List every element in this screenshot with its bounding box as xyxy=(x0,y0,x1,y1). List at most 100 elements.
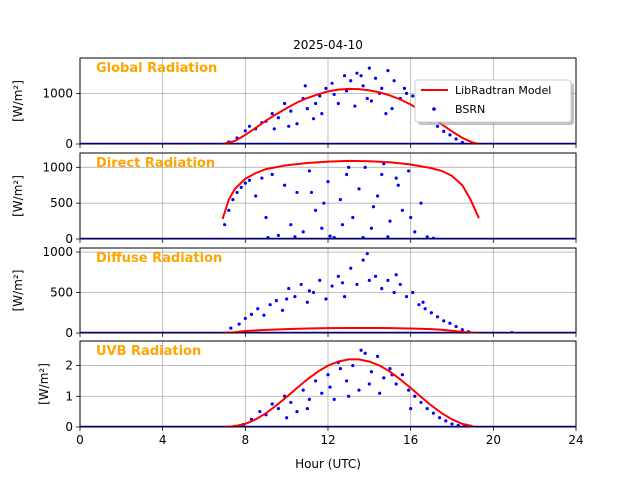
bsrn-point xyxy=(400,373,404,377)
bsrn-point xyxy=(392,290,396,295)
bsrn-point xyxy=(326,180,330,184)
bsrn-point xyxy=(324,297,328,301)
legend-entry-bsrn: BSRN xyxy=(455,103,485,116)
bsrn-point xyxy=(394,176,398,180)
bsrn-point xyxy=(293,294,297,299)
bsrn-point xyxy=(357,187,361,191)
bsrn-point xyxy=(324,86,328,90)
y-axis-label: [W/m²] xyxy=(11,175,25,217)
bsrn-point xyxy=(355,71,359,75)
bsrn-point xyxy=(386,278,390,282)
bsrn-point xyxy=(318,278,322,282)
bsrn-point xyxy=(390,106,394,111)
x-tick-label: 12 xyxy=(320,433,335,447)
bsrn-point xyxy=(363,165,367,169)
bsrn-point xyxy=(380,172,384,177)
legend-bsrn-swatch xyxy=(432,107,436,111)
bsrn-point xyxy=(398,282,402,287)
x-tick-label: 0 xyxy=(76,433,84,447)
bsrn-point xyxy=(299,282,303,287)
bsrn-point xyxy=(305,406,309,411)
bsrn-point xyxy=(280,308,285,312)
bsrn-point xyxy=(330,81,334,85)
bsrn-point xyxy=(351,363,355,368)
bsrn-point xyxy=(510,330,514,333)
bsrn-point xyxy=(363,351,367,355)
bsrn-point xyxy=(287,124,291,128)
bsrn-point xyxy=(359,348,363,352)
bsrn-point xyxy=(355,282,359,287)
bsrn-point xyxy=(289,109,293,113)
bsrn-point xyxy=(320,226,324,230)
bsrn-point xyxy=(237,322,241,326)
y-tick-label: 1000 xyxy=(42,160,73,174)
bsrn-point xyxy=(332,235,336,239)
bsrn-point xyxy=(382,376,386,380)
bsrn-point xyxy=(258,410,262,414)
bsrn-point xyxy=(400,208,404,212)
bsrn-point xyxy=(361,84,365,88)
bsrn-point xyxy=(378,391,382,395)
bsrn-point xyxy=(235,190,239,195)
bsrn-point xyxy=(386,235,390,239)
x-tick-label: 8 xyxy=(242,433,250,447)
bsrn-point xyxy=(223,223,227,227)
bsrn-point xyxy=(227,208,231,212)
bsrn-point xyxy=(231,197,235,202)
bsrn-point xyxy=(243,316,247,321)
bsrn-point xyxy=(307,169,311,173)
bsrn-point xyxy=(392,79,396,83)
y-axis-label: [W/m²] xyxy=(37,363,51,405)
bsrn-point xyxy=(365,252,369,256)
bsrn-point xyxy=(456,423,460,427)
bsrn-point xyxy=(262,313,266,317)
bsrn-point xyxy=(460,140,464,144)
bsrn-point xyxy=(247,124,252,128)
bsrn-point xyxy=(303,84,307,88)
y-axis-label: [W/m²] xyxy=(11,270,25,312)
bsrn-point xyxy=(421,300,425,304)
bsrn-point xyxy=(287,286,291,291)
bsrn-point xyxy=(283,101,287,106)
panel-data xyxy=(80,159,576,239)
bsrn-point xyxy=(450,422,454,426)
bsrn-point xyxy=(336,101,340,106)
bsrn-point xyxy=(407,169,411,173)
x-tick-label: 4 xyxy=(159,433,167,447)
bsrn-point xyxy=(394,273,398,277)
panel-2: 0 500 1000 [W/m²] Direct Radiation xyxy=(11,152,577,246)
bsrn-point xyxy=(373,274,378,278)
bsrn-point xyxy=(431,236,435,239)
bsrn-point xyxy=(320,391,324,395)
bsrn-point xyxy=(268,303,272,307)
bsrn-point xyxy=(411,290,415,295)
y-tick-label: 2 xyxy=(65,359,73,373)
bsrn-point xyxy=(272,127,276,131)
y-axis-label: [W/m²] xyxy=(11,80,25,122)
bsrn-point xyxy=(322,201,326,205)
bsrn-point xyxy=(369,226,373,230)
bsrn-point xyxy=(332,92,336,97)
bsrn-point xyxy=(293,235,297,239)
bsrn-point xyxy=(274,299,278,303)
legend-entry-model: LibRadtran Model xyxy=(455,84,551,97)
bsrn-point xyxy=(307,289,311,293)
y-tick-label: 0 xyxy=(65,232,73,246)
bsrn-point xyxy=(249,312,254,316)
bsrn-point xyxy=(442,129,446,133)
bsrn-point xyxy=(301,230,305,234)
bsrn-point xyxy=(376,354,380,358)
bsrn-point xyxy=(314,379,318,383)
bsrn-point xyxy=(448,321,452,325)
bsrn-point xyxy=(353,104,357,108)
bsrn-point xyxy=(386,69,390,73)
bsrn-point xyxy=(266,235,270,239)
bsrn-point xyxy=(342,294,347,299)
bsrn-point xyxy=(380,86,384,90)
bsrn-point xyxy=(373,76,378,80)
bsrn-point xyxy=(404,294,409,299)
y-tick-label: 0 xyxy=(65,420,73,434)
bsrn-point xyxy=(388,219,392,223)
bsrn-point xyxy=(423,307,427,311)
